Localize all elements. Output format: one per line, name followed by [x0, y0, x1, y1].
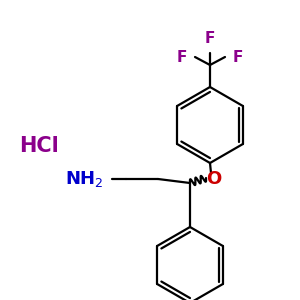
Text: HCl: HCl — [19, 136, 59, 155]
Text: F: F — [233, 50, 243, 64]
Text: NH$_2$: NH$_2$ — [65, 169, 104, 189]
Text: O: O — [206, 170, 222, 188]
Text: F: F — [205, 31, 215, 46]
Text: F: F — [177, 50, 187, 64]
